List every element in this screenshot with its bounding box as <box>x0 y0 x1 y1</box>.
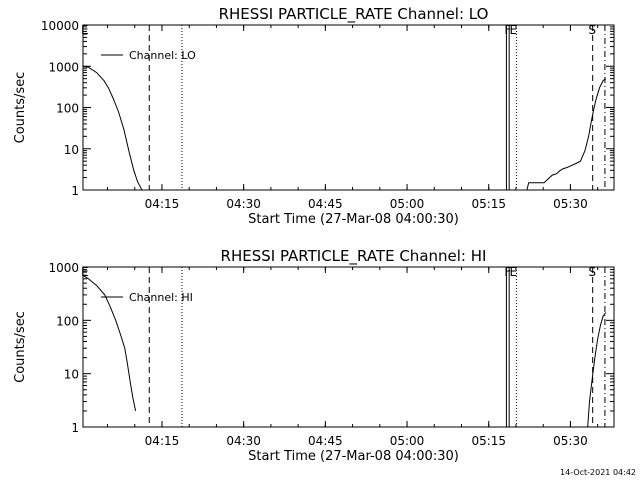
legend-entry: Channel: LO <box>129 49 196 62</box>
chart-title: RHESSI PARTICLE_RATE Channel: HI <box>221 247 487 266</box>
y-axis-label: Counts/sec <box>13 311 28 383</box>
event-marker: F <box>504 23 511 37</box>
y-tick-label: 1000 <box>48 261 79 275</box>
series-line-segment-2 <box>587 312 607 428</box>
series-line-segment-2 <box>526 78 607 191</box>
x-axis-label: Start Time (27-Mar-08 04:00:30) <box>248 212 459 227</box>
x-axis-label: Start Time (27-Mar-08 04:00:30) <box>248 449 459 464</box>
series-line-segment-1 <box>82 65 143 191</box>
panel-2: RHESSI PARTICLE_RATE Channel: HI 04:15 04:… <box>13 247 615 464</box>
y-tick-label: 100 <box>56 314 79 328</box>
x-tick-label: 04:15 <box>145 197 180 211</box>
x-tick-label: 04:15 <box>145 434 180 448</box>
y-tick-label: 10 <box>64 143 79 157</box>
event-marker: E <box>509 23 517 37</box>
x-tick-label: 05:30 <box>553 197 588 211</box>
event-marker: F <box>504 265 511 279</box>
y-tick-label: 100 <box>56 102 79 116</box>
x-tick-label: 05:15 <box>471 434 506 448</box>
x-tick-label: 05:00 <box>390 434 425 448</box>
y-tick-label: 1 <box>71 421 79 435</box>
legend-entry: Channel: HI <box>129 291 193 304</box>
series-line-segment-1 <box>82 274 137 412</box>
panel-1: RHESSI PARTICLE_RATE Channel: LO 04:15 04:… <box>13 5 615 227</box>
y-tick-label: 10000 <box>41 19 79 33</box>
event-marker: E <box>81 265 89 279</box>
event-marker: E <box>81 23 89 37</box>
x-tick-label: 04:45 <box>308 197 343 211</box>
footer-timestamp: 14-Oct-2021 04:42 <box>560 468 636 477</box>
y-tick-label: 1000 <box>48 60 79 74</box>
y-tick-label: 10 <box>64 368 79 382</box>
x-tick-label: 04:30 <box>226 197 261 211</box>
chart-title: RHESSI PARTICLE_RATE Channel: LO <box>219 5 489 24</box>
x-tick-label: 04:45 <box>308 434 343 448</box>
x-tick-label: 05:15 <box>471 197 506 211</box>
x-tick-label: 05:30 <box>553 434 588 448</box>
x-tick-label: 04:30 <box>226 434 261 448</box>
y-tick-label: 1 <box>71 184 79 198</box>
x-tick-label: 05:00 <box>390 197 425 211</box>
y-axis-label: Counts/sec <box>13 72 28 144</box>
event-marker: S <box>588 265 596 279</box>
event-marker: E <box>509 265 517 279</box>
plot-frame <box>82 266 615 428</box>
event-marker: S <box>588 23 596 37</box>
